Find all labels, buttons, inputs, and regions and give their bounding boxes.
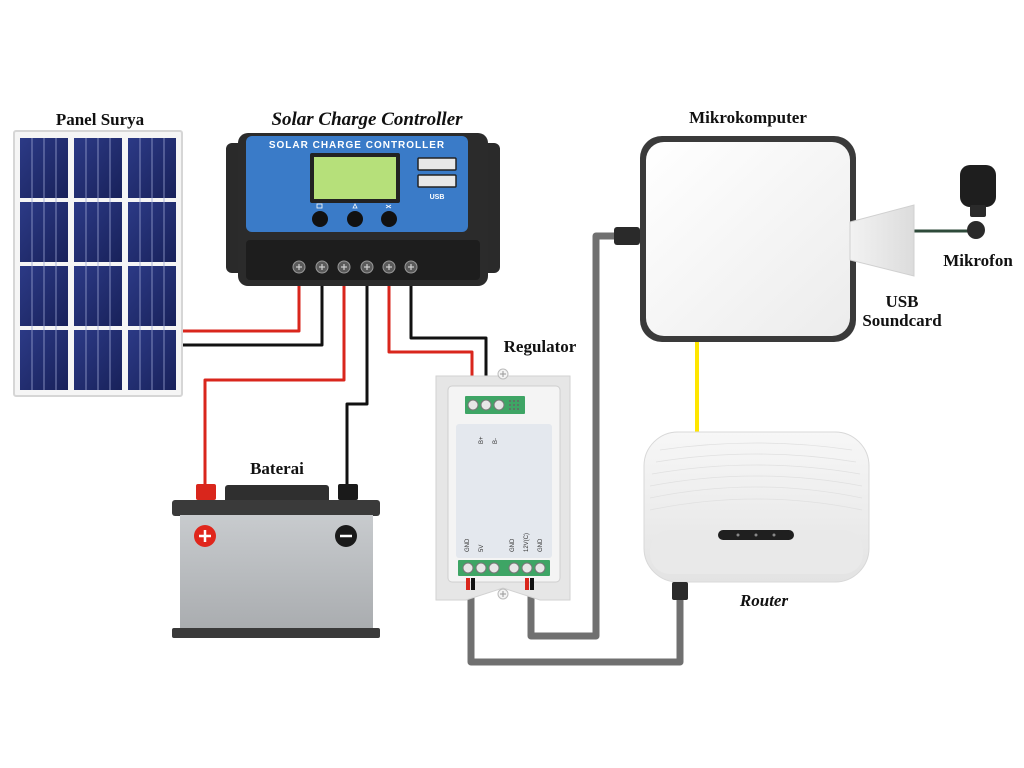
usb-soundcard-label-line1: USB [885,292,918,311]
usb-soundcard-label-line2: Soundcard [862,311,942,330]
controller-lcd [314,157,396,199]
wire-panel-negative [182,268,324,347]
wire-regulator-microcomputer [527,232,618,640]
wifi-icon [754,533,758,537]
charge-controller: Solar Charge Controller SOLAR CHARGE CON… [226,109,500,286]
regulator-pin-bminus: B- [493,438,499,444]
controller-terminals [292,260,418,274]
solar-panel-label: Panel Surya [56,110,145,129]
controller-usb-label: USB [430,194,445,201]
wire-battery-positive [203,268,346,484]
wire-load-negative [409,268,488,402]
regulator-pin-gnd-1: GND [465,538,471,552]
wire-regulator-router [467,596,684,666]
regulator: Regulator B+ B- GND 5V GND 12V(C) GND [435,337,577,601]
microphone-label: Mikrofon [943,251,1013,270]
wires [182,229,968,666]
microphone: Mikrofon [943,165,1013,270]
status-led-icon [772,533,776,537]
regulator-window [456,424,552,558]
battery-terminal-negative [338,484,358,500]
regulator-pin-gnd-3: GND [538,538,544,552]
battery-label: Baterai [250,459,304,478]
regulator-pin-bplus: B+ [479,436,485,444]
wire-battery-negative [345,268,369,484]
regulator-label: Regulator [504,337,577,356]
controller-button-1 [312,211,328,227]
microphone-icon [960,165,996,207]
controller-usb-ports: USB [417,157,457,201]
microcomputer: Mikrokomputer [614,108,856,342]
regulator-pin-5v: 5V [479,545,485,552]
solar-panel-cells [20,138,176,390]
charge-controller-label: Solar Charge Controller [271,109,463,130]
usb-soundcard: USB Soundcard [849,204,942,330]
solar-panel: Panel Surya [13,110,183,397]
regulator-pin-12v: 12V(C) [524,533,530,552]
microcomputer-case [646,142,850,336]
controller-button-3 [381,211,397,227]
router-label: Router [739,591,789,610]
regulator-pin-gnd-2: GND [510,538,516,552]
battery-terminal-positive [196,484,216,500]
battery: Baterai [172,459,380,638]
status-led-icon [736,533,740,537]
router: Router [643,431,870,610]
controller-face-title: SOLAR CHARGE CONTROLLER [269,140,445,151]
controller-button-2 [347,211,363,227]
controller-buttons [312,203,397,227]
wire-panel-positive [182,268,301,333]
microcomputer-label: Mikrokomputer [689,108,807,127]
